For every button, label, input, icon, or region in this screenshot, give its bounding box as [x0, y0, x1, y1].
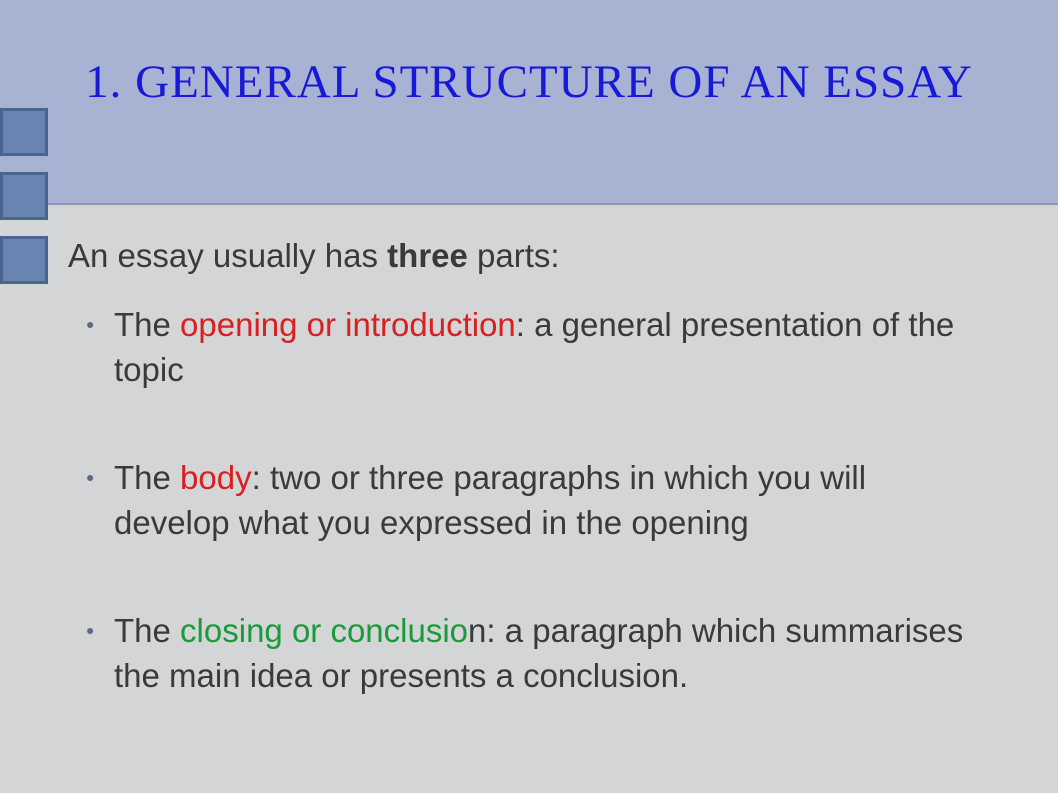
- item-prefix: The: [114, 459, 180, 496]
- intro-suffix: parts:: [468, 237, 560, 274]
- bullet-list: The opening or introduction: a general p…: [68, 303, 990, 698]
- slide-title: 1. GENERAL STRUCTURE OF AN ESSAY: [0, 0, 1058, 116]
- item-prefix: The: [114, 612, 180, 649]
- bullet-item: The opening or introduction: a general p…: [86, 303, 990, 392]
- item-highlight: body: [180, 459, 252, 496]
- slide-content: An essay usually has three parts: The op…: [0, 205, 1058, 698]
- item-highlight: opening or introduction: [180, 306, 516, 343]
- side-tab: [0, 172, 48, 220]
- item-highlight: closing or conclusio: [180, 612, 468, 649]
- item-prefix: The: [114, 306, 180, 343]
- intro-bold: three: [387, 237, 468, 274]
- item-colon-extra: n: [468, 612, 486, 649]
- side-tabs: [0, 108, 48, 284]
- bullet-item: The body: two or three paragraphs in whi…: [86, 456, 990, 545]
- side-tab: [0, 236, 48, 284]
- intro-prefix: An essay usually has: [68, 237, 387, 274]
- header-band: 1. GENERAL STRUCTURE OF AN ESSAY: [0, 0, 1058, 205]
- intro-line: An essay usually has three parts:: [68, 237, 990, 275]
- bullet-item: The closing or conclusion: a paragraph w…: [86, 609, 990, 698]
- side-tab: [0, 108, 48, 156]
